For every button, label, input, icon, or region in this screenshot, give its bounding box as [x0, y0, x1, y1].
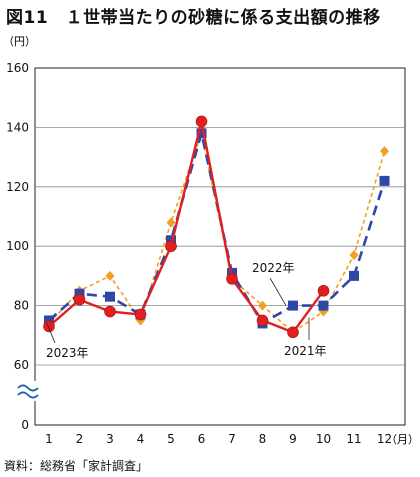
data-point	[43, 320, 55, 333]
x-tick-label: 3	[106, 432, 114, 446]
data-point	[166, 217, 176, 228]
data-point	[349, 270, 359, 281]
data-point	[166, 235, 176, 246]
x-tick-label: 8	[259, 432, 267, 446]
series-line-2	[48, 121, 325, 334]
y-tick-label: 120	[6, 180, 29, 194]
gridlines	[35, 127, 405, 366]
data-point	[318, 300, 329, 311]
x-tick-label: 11	[346, 432, 361, 446]
y-tick-label: 80	[14, 299, 29, 313]
y-tick-label: 100	[6, 239, 29, 253]
label-leader-line	[46, 323, 56, 344]
data-point	[256, 314, 269, 327]
y-tick-label: 0	[21, 418, 29, 432]
x-unit-label: （月）	[386, 433, 419, 446]
y-tick-label: 160	[6, 61, 29, 75]
series-line-0	[48, 130, 386, 334]
y-unit-label: （円）	[3, 35, 36, 48]
data-point	[105, 270, 115, 281]
data-point	[349, 250, 359, 261]
axis-break-wave	[17, 391, 39, 399]
data-point	[226, 273, 238, 285]
data-point	[44, 315, 54, 326]
data-point	[134, 308, 147, 321]
label-leader-line	[269, 277, 287, 306]
x-tick-label: 1	[45, 432, 53, 446]
series-lines	[43, 115, 390, 339]
data-point	[258, 300, 267, 311]
chart-title: 図11 １世帯当たりの砂糖に係る支出額の推移	[6, 8, 381, 28]
x-tick-label: 10	[316, 432, 331, 446]
axis-break	[16, 381, 46, 401]
x-tick-label: 5	[167, 432, 175, 446]
axis-break-wave	[17, 384, 39, 392]
x-tick-labels: 1 2 3 4 5 6 7 8 9 10 11 12	[45, 432, 392, 446]
source-note: 資料：総務省「家計調査」	[4, 459, 149, 473]
data-point	[74, 288, 85, 299]
data-point	[287, 326, 299, 339]
data-point	[104, 305, 116, 318]
data-point	[73, 293, 86, 306]
x-tick-label: 6	[198, 432, 206, 446]
data-point	[105, 291, 115, 302]
x-tick-label: 7	[228, 432, 236, 446]
data-point	[195, 115, 208, 128]
y-tick-label: 60	[14, 358, 29, 372]
data-point	[380, 146, 389, 157]
x-tick-label: 12	[377, 432, 392, 446]
y-tick-labels: 0 60 80 100 120 140 160	[6, 61, 29, 432]
series-label: 2023年	[46, 346, 89, 360]
series-labels: 2021年 2022年 2023年	[46, 261, 327, 360]
series-label: 2022年	[252, 261, 295, 275]
data-point	[196, 128, 207, 139]
data-point	[317, 284, 330, 297]
data-point	[288, 300, 298, 311]
data-point	[165, 240, 177, 252]
series-label: 2021年	[284, 344, 327, 358]
x-tick-label: 4	[137, 432, 145, 446]
data-point	[379, 175, 390, 186]
y-tick-label: 140	[6, 120, 29, 134]
x-tick-label: 2	[76, 432, 84, 446]
x-tick-label: 9	[289, 432, 297, 446]
